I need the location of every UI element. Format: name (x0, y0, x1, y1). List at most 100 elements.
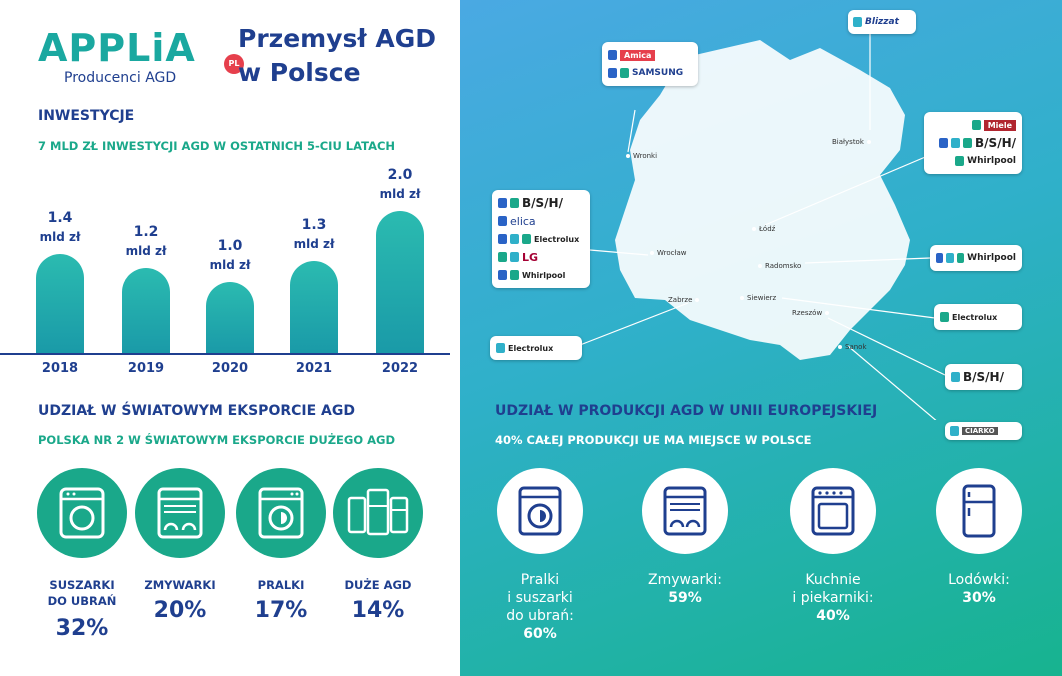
brand-whirlpool: Whirlpool (967, 156, 1016, 166)
city-lodz: Łódź (752, 225, 775, 233)
poland-map (579, 28, 946, 420)
eu-share-line: do ubrań: (506, 608, 574, 624)
city-dot (650, 251, 654, 255)
brands-sanok: CIARKO (945, 422, 1022, 440)
bar-2022 (376, 211, 424, 353)
export-heading: UDZIAŁ W ŚWIATOWYM EKSPORCIE AGD (38, 403, 355, 419)
city-zabrze: Zabrze (668, 296, 702, 304)
appliance-icon (498, 252, 507, 262)
page-title: Przemysł AGD w Polsce (238, 24, 436, 87)
city-dot (866, 140, 871, 144)
city-label: Radomsko (765, 262, 802, 270)
brand-electrolux: Electrolux (534, 234, 580, 244)
city-label: Białystok (832, 138, 864, 146)
fridge-icon (936, 468, 1022, 554)
brand-electrolux: Electrolux (508, 343, 554, 353)
city-radomsko: Radomsko (758, 262, 801, 270)
export-value: 20% (153, 598, 207, 623)
export-label: ZMYWARKI (144, 578, 216, 592)
oven-icon (790, 468, 876, 554)
brand-bsh: B/S/H/ (975, 136, 1016, 150)
city-label: Wrocław (657, 249, 687, 257)
x-tick-label: 2019 (127, 361, 165, 376)
export-value: 32% (55, 616, 109, 641)
appliance-icon (951, 372, 960, 382)
washing-machine-icon (497, 468, 583, 554)
city-dot (758, 264, 762, 268)
brand-amica: Amica (620, 49, 656, 61)
brand-row: SAMSUNG (608, 64, 692, 82)
brands-lodz: Miele B/S/H/ Whirlpool (924, 112, 1022, 174)
bar-value-label: 1.3 (301, 216, 327, 233)
city-dot (695, 298, 700, 302)
bar-unit-label: mld zł (209, 258, 251, 272)
brand-miele: Miele (983, 119, 1016, 131)
eu-share-value: 30% (962, 590, 996, 606)
export-label: DO UBRAŃ (47, 594, 117, 608)
bar-unit-label: mld zł (125, 243, 167, 258)
export-subheading: POLSKA NR 2 W ŚWIATOWYM EKSPORCIE DUŻEGO… (38, 433, 396, 447)
city-label: Łódź (759, 225, 776, 233)
city-label: Siewierz (747, 294, 777, 302)
bar-value-label: 1.2 (133, 223, 159, 240)
eu-share-value: 59% (668, 590, 702, 606)
brand-ciarko: CIARKO (962, 427, 998, 435)
city-dot (838, 345, 842, 349)
export-label: SUSZARKI (49, 578, 115, 592)
brands-rzeszow: B/S/H/ (945, 364, 1022, 390)
appliance-icon (498, 234, 507, 244)
eu-share-line: Pralki (520, 572, 560, 588)
brand-electrolux: Electrolux (952, 312, 998, 322)
appliance-icon (951, 138, 961, 148)
city-dot (752, 227, 756, 231)
x-tick-label: 2020 (211, 361, 249, 376)
bar-2021 (290, 260, 338, 353)
brand-blizzat: Blizzat (865, 17, 899, 27)
brands-wronki: Amica SAMSUNG (602, 42, 698, 86)
appliance-icon (946, 253, 954, 263)
city-sanok: Sanok (838, 343, 867, 351)
brand-whirlpool: Whirlpool (967, 253, 1017, 263)
brand-row: B/S/H/ (951, 368, 1016, 386)
bar-value-label: 1.0 (217, 238, 243, 254)
brand-row: LG (498, 248, 584, 266)
brands-bialystok: Blizzat (848, 10, 916, 34)
appliance-icon (963, 138, 973, 148)
brand-row: Electrolux (496, 339, 576, 357)
appliance-icon (498, 216, 507, 226)
appliance-icon (936, 253, 944, 263)
city-label: Rzeszów (792, 309, 823, 317)
appliance-icon (510, 270, 519, 280)
logo-badge: PL (224, 54, 244, 74)
brand-bsh: B/S/H/ (522, 196, 563, 210)
brand-row: Whirlpool (930, 152, 1016, 170)
appliance-icon (956, 253, 965, 263)
eu-share-line: i piekarniki: (792, 590, 874, 606)
right-panel: Wronki Białystok Łódź Wrocław Radomsko Z… (460, 0, 1062, 676)
appliance-icon (608, 68, 617, 78)
city-label: Sanok (845, 343, 867, 351)
bar-2019 (122, 267, 170, 353)
brand-row: Miele (930, 116, 1016, 134)
dryer-icon (37, 468, 127, 558)
brands-siewierz: Electrolux (934, 304, 1022, 330)
city-dot (626, 154, 630, 158)
brand-row: B/S/H/ (498, 194, 584, 212)
appliance-icon (496, 343, 505, 353)
brand-row: elica (498, 212, 584, 230)
x-axis-baseline (0, 353, 450, 355)
eu-share-label: Pralki i suszarki do ubrań: 60% (485, 571, 595, 643)
brand-whirlpool: Whirlpool (522, 270, 566, 280)
city-label: Zabrze (668, 296, 693, 304)
brands-zabrze: Electrolux (490, 336, 582, 360)
appliance-icon (608, 50, 617, 60)
brand-row: Whirlpool (936, 249, 1016, 267)
x-tick-label: 2018 (41, 361, 79, 376)
bar-2018 (36, 253, 84, 353)
city-rzeszow: Rzeszów (792, 309, 832, 317)
brand-row: Amica (608, 46, 692, 64)
brands-wroclaw: B/S/H/ elica Electrolux LG Whirlpool (492, 190, 590, 288)
eu-share-value: 40% (816, 608, 850, 624)
bar-unit-label: mld zł (293, 236, 335, 251)
appliance-icon (510, 198, 519, 208)
